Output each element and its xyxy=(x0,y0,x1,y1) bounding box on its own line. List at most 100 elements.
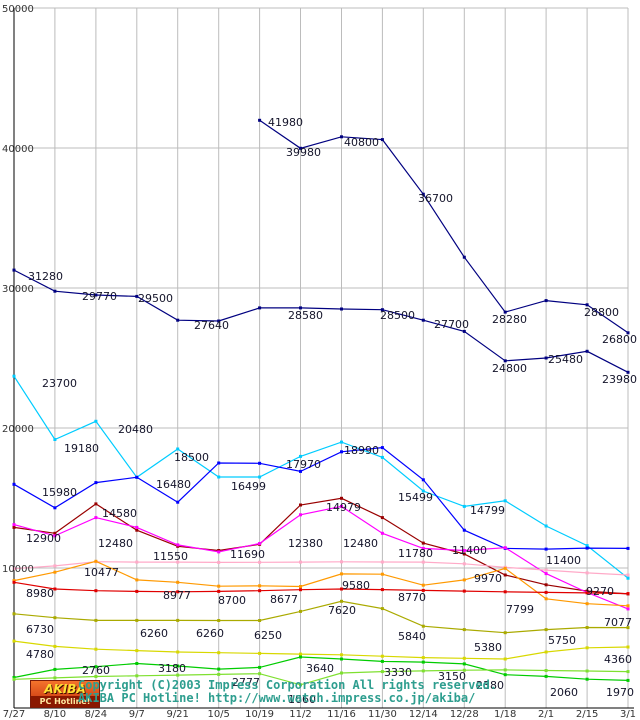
series-marker-orange xyxy=(176,580,180,584)
series-marker-orange xyxy=(135,578,139,582)
series-marker-navy-main xyxy=(503,359,507,363)
series-marker-cyan xyxy=(421,489,425,493)
series-marker-navy-main xyxy=(544,356,548,360)
x-axis-label: 8/24 xyxy=(85,709,107,720)
x-axis-label: 10/19 xyxy=(245,709,274,720)
series-marker-green xyxy=(176,664,180,668)
series-marker-magenta xyxy=(544,572,548,576)
series-marker-olive xyxy=(217,619,221,622)
data-label: 2760 xyxy=(82,664,110,677)
series-marker-green xyxy=(94,665,98,669)
series-marker-magenta xyxy=(94,516,98,520)
series-marker-light-green xyxy=(94,675,98,678)
series-marker-blue xyxy=(585,546,589,550)
series-marker-green xyxy=(380,659,384,663)
series-marker-maroon xyxy=(421,541,425,545)
data-label: 5380 xyxy=(474,641,502,654)
series-marker-orange xyxy=(12,579,16,583)
data-label: 1970 xyxy=(606,686,634,699)
series-marker-olive xyxy=(176,618,180,622)
series-marker-blue xyxy=(12,482,16,486)
series-marker-blue xyxy=(421,478,425,482)
series-marker-blue xyxy=(94,481,98,485)
data-label: 36700 xyxy=(418,192,453,205)
data-label: 14979 xyxy=(326,501,361,514)
data-label: 5840 xyxy=(398,630,426,643)
data-label: 4780 xyxy=(26,648,54,661)
series-marker-magenta xyxy=(12,523,16,527)
series-marker-magenta xyxy=(340,504,343,508)
series-marker-yellow xyxy=(462,656,466,660)
series-marker-blue xyxy=(217,461,221,465)
series-marker-magenta xyxy=(176,543,180,547)
series-marker-olive xyxy=(421,624,425,628)
series-marker-yellow xyxy=(217,651,221,655)
data-label: 6260 xyxy=(196,627,224,640)
series-marker-red xyxy=(176,590,180,594)
data-label: 8977 xyxy=(163,589,191,602)
copyright-line-2: AKIBA PC Hotline! http://www.watch.impre… xyxy=(78,691,476,705)
series-marker-olive xyxy=(135,618,139,622)
series-marker-green xyxy=(421,660,425,664)
series-marker-navy-high xyxy=(380,138,384,142)
series-line-orange xyxy=(13,560,629,607)
series-marker-orange xyxy=(340,572,343,576)
series-marker-yellow xyxy=(12,639,16,643)
x-axis-label: 11/30 xyxy=(368,709,397,720)
series-marker-navy-high xyxy=(503,310,507,314)
series-marker-navy-main xyxy=(135,294,139,298)
series-marker-cyan xyxy=(340,440,343,444)
data-label: 6730 xyxy=(26,623,54,636)
series-marker-maroon xyxy=(462,552,466,556)
series-marker-navy-high xyxy=(462,255,466,259)
series-marker-light-green xyxy=(544,669,548,672)
series-line-red xyxy=(13,581,629,595)
series-marker-magenta xyxy=(299,513,302,517)
series-marker-navy-main xyxy=(626,370,630,374)
x-axis-label: 11/2 xyxy=(289,709,311,720)
data-label: 12480 xyxy=(98,537,133,550)
series-marker-green xyxy=(340,657,343,661)
series-marker-yellow xyxy=(503,657,507,661)
series-marker-red xyxy=(94,589,98,593)
data-label: 12900 xyxy=(26,532,61,545)
data-label: 16480 xyxy=(156,478,191,491)
data-label: 9270 xyxy=(586,585,614,598)
series-marker-red xyxy=(585,591,589,595)
series-marker-light-green xyxy=(176,673,180,677)
x-axis-label: 2/1 xyxy=(538,709,554,720)
series-marker-olive xyxy=(544,628,548,632)
data-label: 6250 xyxy=(254,629,282,642)
series-marker-navy-high xyxy=(340,135,343,139)
series-marker-light-green xyxy=(503,668,507,672)
series-marker-red xyxy=(53,587,57,591)
series-marker-orange xyxy=(258,584,262,588)
series-marker-light-green xyxy=(53,676,57,680)
data-label: 2380 xyxy=(476,679,504,692)
data-label: 25480 xyxy=(548,353,583,366)
data-label: 14580 xyxy=(102,507,137,520)
series-marker-cyan xyxy=(626,576,630,580)
series-marker-pale-pink xyxy=(585,571,589,575)
data-label: 3150 xyxy=(438,670,466,683)
series-marker-green xyxy=(544,674,548,678)
series-marker-olive xyxy=(258,619,262,622)
data-label: 28280 xyxy=(492,313,527,326)
series-marker-red xyxy=(503,590,507,594)
data-label: 16499 xyxy=(231,480,266,493)
y-axis-label: 20000 xyxy=(2,424,34,435)
series-marker-navy-main xyxy=(53,289,57,293)
series-marker-olive xyxy=(340,599,343,603)
x-axis-label: 12/14 xyxy=(409,709,438,720)
data-label: 23980 xyxy=(602,373,637,386)
series-line-blue xyxy=(13,446,629,550)
akiba-pc-hotline-logo: AKIBA PC Hotline! xyxy=(30,680,100,708)
series-marker-red xyxy=(258,589,262,593)
series-marker-maroon xyxy=(340,496,343,500)
series-marker-green xyxy=(462,662,466,666)
series-marker-olive xyxy=(299,609,302,613)
series-marker-green xyxy=(258,665,262,669)
series-marker-olive xyxy=(12,612,16,616)
series-marker-pale-pink xyxy=(12,567,16,571)
